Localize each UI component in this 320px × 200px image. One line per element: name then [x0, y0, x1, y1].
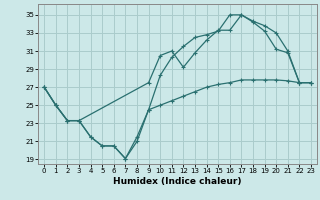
X-axis label: Humidex (Indice chaleur): Humidex (Indice chaleur)	[113, 177, 242, 186]
